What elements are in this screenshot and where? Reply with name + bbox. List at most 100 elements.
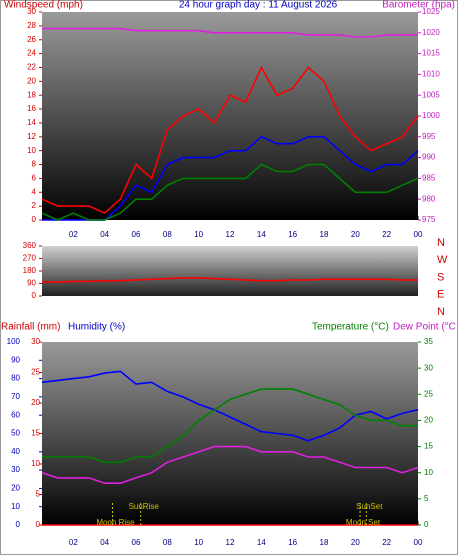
x-tick-label: 04 <box>100 538 109 547</box>
y-tick-label: 90 <box>27 279 36 288</box>
x-tick-label: 00 <box>414 230 423 239</box>
y2-tick-label: S <box>437 271 444 283</box>
event-label: Moon Set <box>346 518 381 527</box>
x-tick-label: 02 <box>69 538 78 547</box>
x-tick-label: 22 <box>382 230 391 239</box>
x-tick-label: 06 <box>132 538 141 547</box>
x-tick-label: 20 <box>351 538 360 547</box>
y-tick-label: 20 <box>11 484 20 493</box>
y-tick-label: 180 <box>23 266 37 275</box>
y-tick-label: 2 <box>32 201 37 210</box>
event-label: SunSet <box>356 502 383 511</box>
x-tick-label: 10 <box>194 538 203 547</box>
y-tick-label: 6 <box>32 174 37 183</box>
y-tick-label: 12 <box>27 132 36 141</box>
y2-tick-label: 980 <box>422 194 436 203</box>
y2-tick-label: W <box>437 254 448 266</box>
y2-tick-label: 1000 <box>422 111 440 120</box>
x-tick-label: 08 <box>163 538 172 547</box>
y3-tick-label: 30 <box>31 337 40 346</box>
y-axis-label: Humidity (%) <box>68 322 125 333</box>
y-tick-label: 50 <box>11 429 20 438</box>
y-tick-label: 14 <box>27 118 36 127</box>
y2-tick-label: 30 <box>424 363 433 372</box>
y2-axis-label: Dew Point (°C <box>393 322 456 333</box>
y-tick-label: 100 <box>7 337 21 346</box>
x-tick-label: 12 <box>226 230 235 239</box>
y2-axis-label: Barometer (hpa) <box>382 0 455 11</box>
series-line <box>41 65 419 215</box>
y3-tick-label: 10 <box>31 459 40 468</box>
y2-tick-label: 985 <box>422 174 436 183</box>
y-tick-label: 28 <box>27 21 36 30</box>
y3-tick-label: 20 <box>31 398 40 407</box>
chart-title: 24 hour graph day : 11 August 2026 <box>179 0 338 11</box>
x-tick-label: 12 <box>226 538 235 547</box>
series-line <box>42 27 418 38</box>
y2-tick-label: 1025 <box>422 7 440 16</box>
y-tick-label: 16 <box>27 104 36 113</box>
y2-tick-label: 20 <box>424 416 433 425</box>
y2-tick-label: N <box>437 306 445 318</box>
y2-tick-label: 1020 <box>422 28 440 37</box>
y-tick-label: 10 <box>27 146 36 155</box>
y2-tick-label: 975 <box>422 215 436 224</box>
y2-tick-label: 1015 <box>422 49 440 58</box>
y2-tick-label: 5 <box>424 494 429 503</box>
y2-tick-label: 995 <box>422 132 436 141</box>
y2-tick-label: E <box>437 289 444 301</box>
y-tick-label: 0 <box>32 215 37 224</box>
x-tick-label: 16 <box>288 538 297 547</box>
x-tick-label: 02 <box>69 230 78 239</box>
y-tick-label: 80 <box>11 374 20 383</box>
x-tick-label: 10 <box>194 230 203 239</box>
y2-tick-label: 1010 <box>422 70 440 79</box>
event-label: SunRise <box>129 502 160 511</box>
y-tick-label: 0 <box>32 291 37 300</box>
y-tick-label: 30 <box>27 7 36 16</box>
y3-tick-label: 15 <box>31 429 40 438</box>
x-tick-label: 16 <box>288 230 297 239</box>
y-tick-label: 26 <box>27 35 36 44</box>
x-tick-label: 04 <box>100 230 109 239</box>
y-tick-label: 360 <box>23 241 37 250</box>
series-line <box>41 163 419 221</box>
y2-axis-label: Temperature (°C) <box>312 322 389 333</box>
y-tick-label: 90 <box>11 355 20 364</box>
x-tick-label: 18 <box>320 538 329 547</box>
series-line <box>42 277 418 283</box>
series-line <box>42 388 418 464</box>
y-tick-label: 4 <box>32 187 37 196</box>
y3-tick-label: 0 <box>36 520 41 529</box>
y-tick-label: 24 <box>27 49 36 58</box>
x-tick-label: 18 <box>320 230 329 239</box>
y-tick-label: 30 <box>11 465 20 474</box>
panel-wind <box>42 12 418 220</box>
panel-direction <box>42 246 418 296</box>
event-label: Moon Rise <box>96 518 135 527</box>
y2-tick-label: 25 <box>424 389 433 398</box>
y-tick-label: 20 <box>27 76 36 85</box>
y-tick-label: 60 <box>11 410 20 419</box>
y3-tick-label: 5 <box>36 490 41 499</box>
y-tick-label: 8 <box>32 160 37 169</box>
y3-axis-label: Rainfall (mm) <box>1 322 60 333</box>
y-tick-label: 10 <box>11 502 20 511</box>
x-tick-label: 08 <box>163 230 172 239</box>
panel-climate <box>42 342 418 525</box>
x-tick-label: 20 <box>351 230 360 239</box>
x-tick-label: 22 <box>382 538 391 547</box>
y2-tick-label: 1005 <box>422 90 440 99</box>
series-line <box>41 445 419 484</box>
y2-tick-label: 0 <box>424 520 429 529</box>
y2-tick-label: 10 <box>424 468 433 477</box>
y2-tick-label: 15 <box>424 442 433 451</box>
y-tick-label: 0 <box>16 520 21 529</box>
x-tick-label: 06 <box>132 230 141 239</box>
y2-tick-label: N <box>437 237 445 249</box>
x-tick-label: 00 <box>414 538 423 547</box>
y-axis-label: Windspeed (mph) <box>4 0 83 11</box>
y2-tick-label: 35 <box>424 337 433 346</box>
y-tick-label: 18 <box>27 90 36 99</box>
